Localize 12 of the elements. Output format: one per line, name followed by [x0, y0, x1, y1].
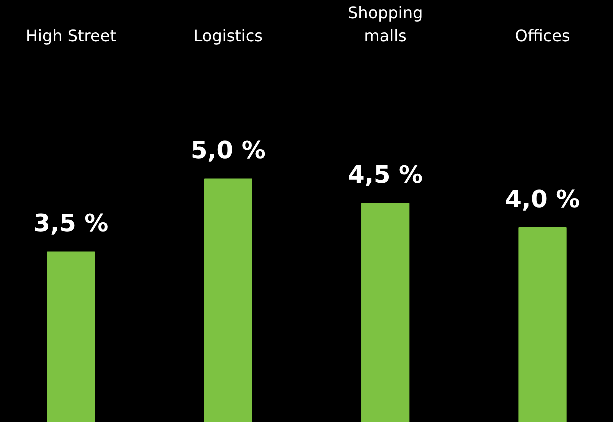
bar [47, 252, 96, 422]
x-tick-label: High Street [26, 26, 116, 46]
data-label: 4,0 % [505, 185, 580, 214]
bar [204, 178, 252, 422]
data-label: 5,0 % [190, 136, 266, 165]
x-tick-label: Offices [515, 26, 570, 46]
x-tick-label: Logistics [194, 26, 264, 46]
x-tick-label: Shopping malls [348, 4, 424, 46]
bar [518, 227, 567, 422]
data-label: 4,5 % [348, 161, 424, 190]
data-label: 3,5 % [34, 210, 109, 238]
bar [362, 203, 410, 422]
